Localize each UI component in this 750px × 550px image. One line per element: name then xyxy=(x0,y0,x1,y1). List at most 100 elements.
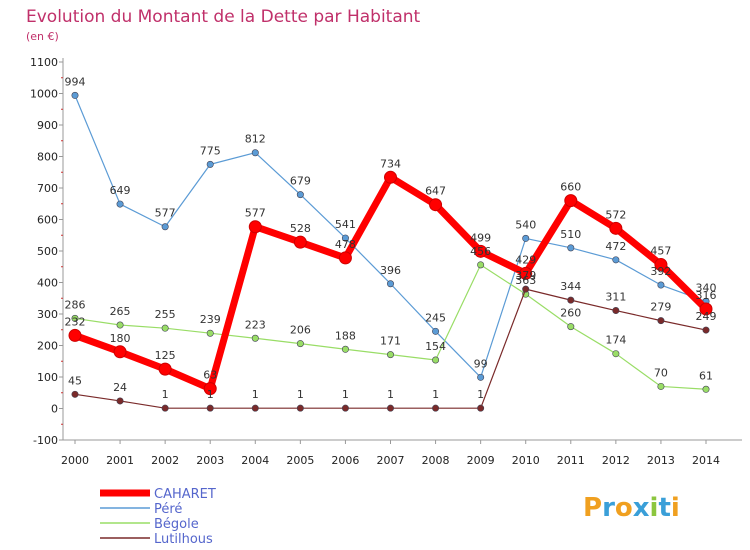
data-point xyxy=(386,280,394,288)
y-tick-label: 400 xyxy=(37,277,58,290)
series-layer xyxy=(68,91,713,412)
data-point xyxy=(567,244,575,252)
data-label: 577 xyxy=(155,207,176,220)
x-tick-label: 2011 xyxy=(557,454,585,467)
data-label: 174 xyxy=(605,334,626,347)
data-point xyxy=(248,220,262,234)
data-point xyxy=(567,296,575,304)
data-label: 660 xyxy=(560,181,581,194)
data-label: 812 xyxy=(245,133,266,146)
data-point xyxy=(251,149,259,157)
data-label: 24 xyxy=(113,381,127,394)
data-label: 472 xyxy=(605,240,626,253)
data-label: 63 xyxy=(203,369,217,382)
data-point xyxy=(206,329,214,337)
y-tick-label: 800 xyxy=(37,151,58,164)
data-label: 649 xyxy=(110,184,131,197)
x-tick-label: 2004 xyxy=(241,454,269,467)
data-point xyxy=(386,351,394,359)
data-point xyxy=(116,321,124,329)
data-label: 232 xyxy=(65,315,86,328)
data-point xyxy=(702,385,710,393)
data-label: 70 xyxy=(654,366,668,379)
data-label: 61 xyxy=(699,369,713,382)
proxiti-logo: Proxiti xyxy=(583,493,680,523)
data-label: 647 xyxy=(425,185,446,198)
data-label: 379 xyxy=(515,269,536,282)
data-point xyxy=(206,404,214,412)
x-tick-label: 2008 xyxy=(422,454,450,467)
data-label: 188 xyxy=(335,329,356,342)
data-label: 540 xyxy=(515,218,536,231)
data-label: 206 xyxy=(290,324,311,337)
data-label: 223 xyxy=(245,318,266,331)
data-point xyxy=(158,362,172,376)
x-tick-label: 2013 xyxy=(647,454,675,467)
x-tick-label: 2009 xyxy=(467,454,495,467)
data-label: 499 xyxy=(470,231,491,244)
data-label: 99 xyxy=(474,357,488,370)
data-label: 456 xyxy=(470,245,491,258)
data-point xyxy=(71,390,79,398)
data-point xyxy=(522,285,530,293)
data-label: 311 xyxy=(605,291,626,304)
data-label: 249 xyxy=(696,310,717,323)
legend-label: CAHARET xyxy=(154,487,216,502)
data-point xyxy=(341,404,349,412)
data-label: 392 xyxy=(650,265,671,278)
data-point xyxy=(657,382,665,390)
data-point xyxy=(71,91,79,99)
data-point xyxy=(341,234,349,242)
data-point xyxy=(429,198,443,212)
data-label: 577 xyxy=(245,207,266,220)
y-tick-label: 600 xyxy=(37,214,58,227)
data-point xyxy=(161,223,169,231)
y-tick-label: 1000 xyxy=(30,88,58,101)
data-label: 1 xyxy=(342,388,349,401)
data-label: 572 xyxy=(605,208,626,221)
x-tick-label: 2006 xyxy=(331,454,359,467)
x-tick-label: 2014 xyxy=(692,454,720,467)
data-point xyxy=(293,235,307,249)
data-point xyxy=(161,404,169,412)
data-label: 1 xyxy=(432,388,439,401)
data-point xyxy=(519,266,533,280)
data-point xyxy=(341,345,349,353)
legend-label: Péré xyxy=(154,502,182,517)
data-point xyxy=(657,317,665,325)
data-point xyxy=(161,324,169,332)
data-label: 541 xyxy=(335,218,356,231)
data-point xyxy=(657,281,665,289)
data-point xyxy=(699,302,713,316)
data-point xyxy=(432,327,440,335)
data-label: 340 xyxy=(696,281,717,294)
data-point xyxy=(113,345,127,359)
data-label: 363 xyxy=(515,274,536,287)
axes: -100 0 100 200 300 400 500 600 700 800 900 1000 1100… xyxy=(30,56,742,467)
data-point xyxy=(612,256,620,264)
data-label: 125 xyxy=(155,349,176,362)
data-point xyxy=(612,350,620,358)
data-point xyxy=(477,261,485,269)
data-label: 180 xyxy=(110,332,131,345)
data-label: 528 xyxy=(290,222,311,235)
data-point xyxy=(296,191,304,199)
data-point xyxy=(296,404,304,412)
data-label: 239 xyxy=(200,313,221,326)
data-label: 265 xyxy=(110,305,131,318)
data-point xyxy=(203,382,217,396)
data-label: 510 xyxy=(560,228,581,241)
data-label: 1 xyxy=(387,388,394,401)
data-label: 1 xyxy=(477,388,484,401)
y-tick-label: -100 xyxy=(33,434,58,447)
data-label: 344 xyxy=(560,280,581,293)
data-point xyxy=(609,221,623,235)
data-point xyxy=(432,404,440,412)
data-labels: 232 180 125 63 577 528 478 734 647 499 429 660 572 45… xyxy=(65,75,717,401)
y-tick-label: 1100 xyxy=(30,56,58,69)
y-tick-label: 300 xyxy=(37,308,58,321)
x-tick-label: 2010 xyxy=(512,454,540,467)
data-point xyxy=(564,194,578,208)
y-tick-label: 100 xyxy=(37,371,58,384)
